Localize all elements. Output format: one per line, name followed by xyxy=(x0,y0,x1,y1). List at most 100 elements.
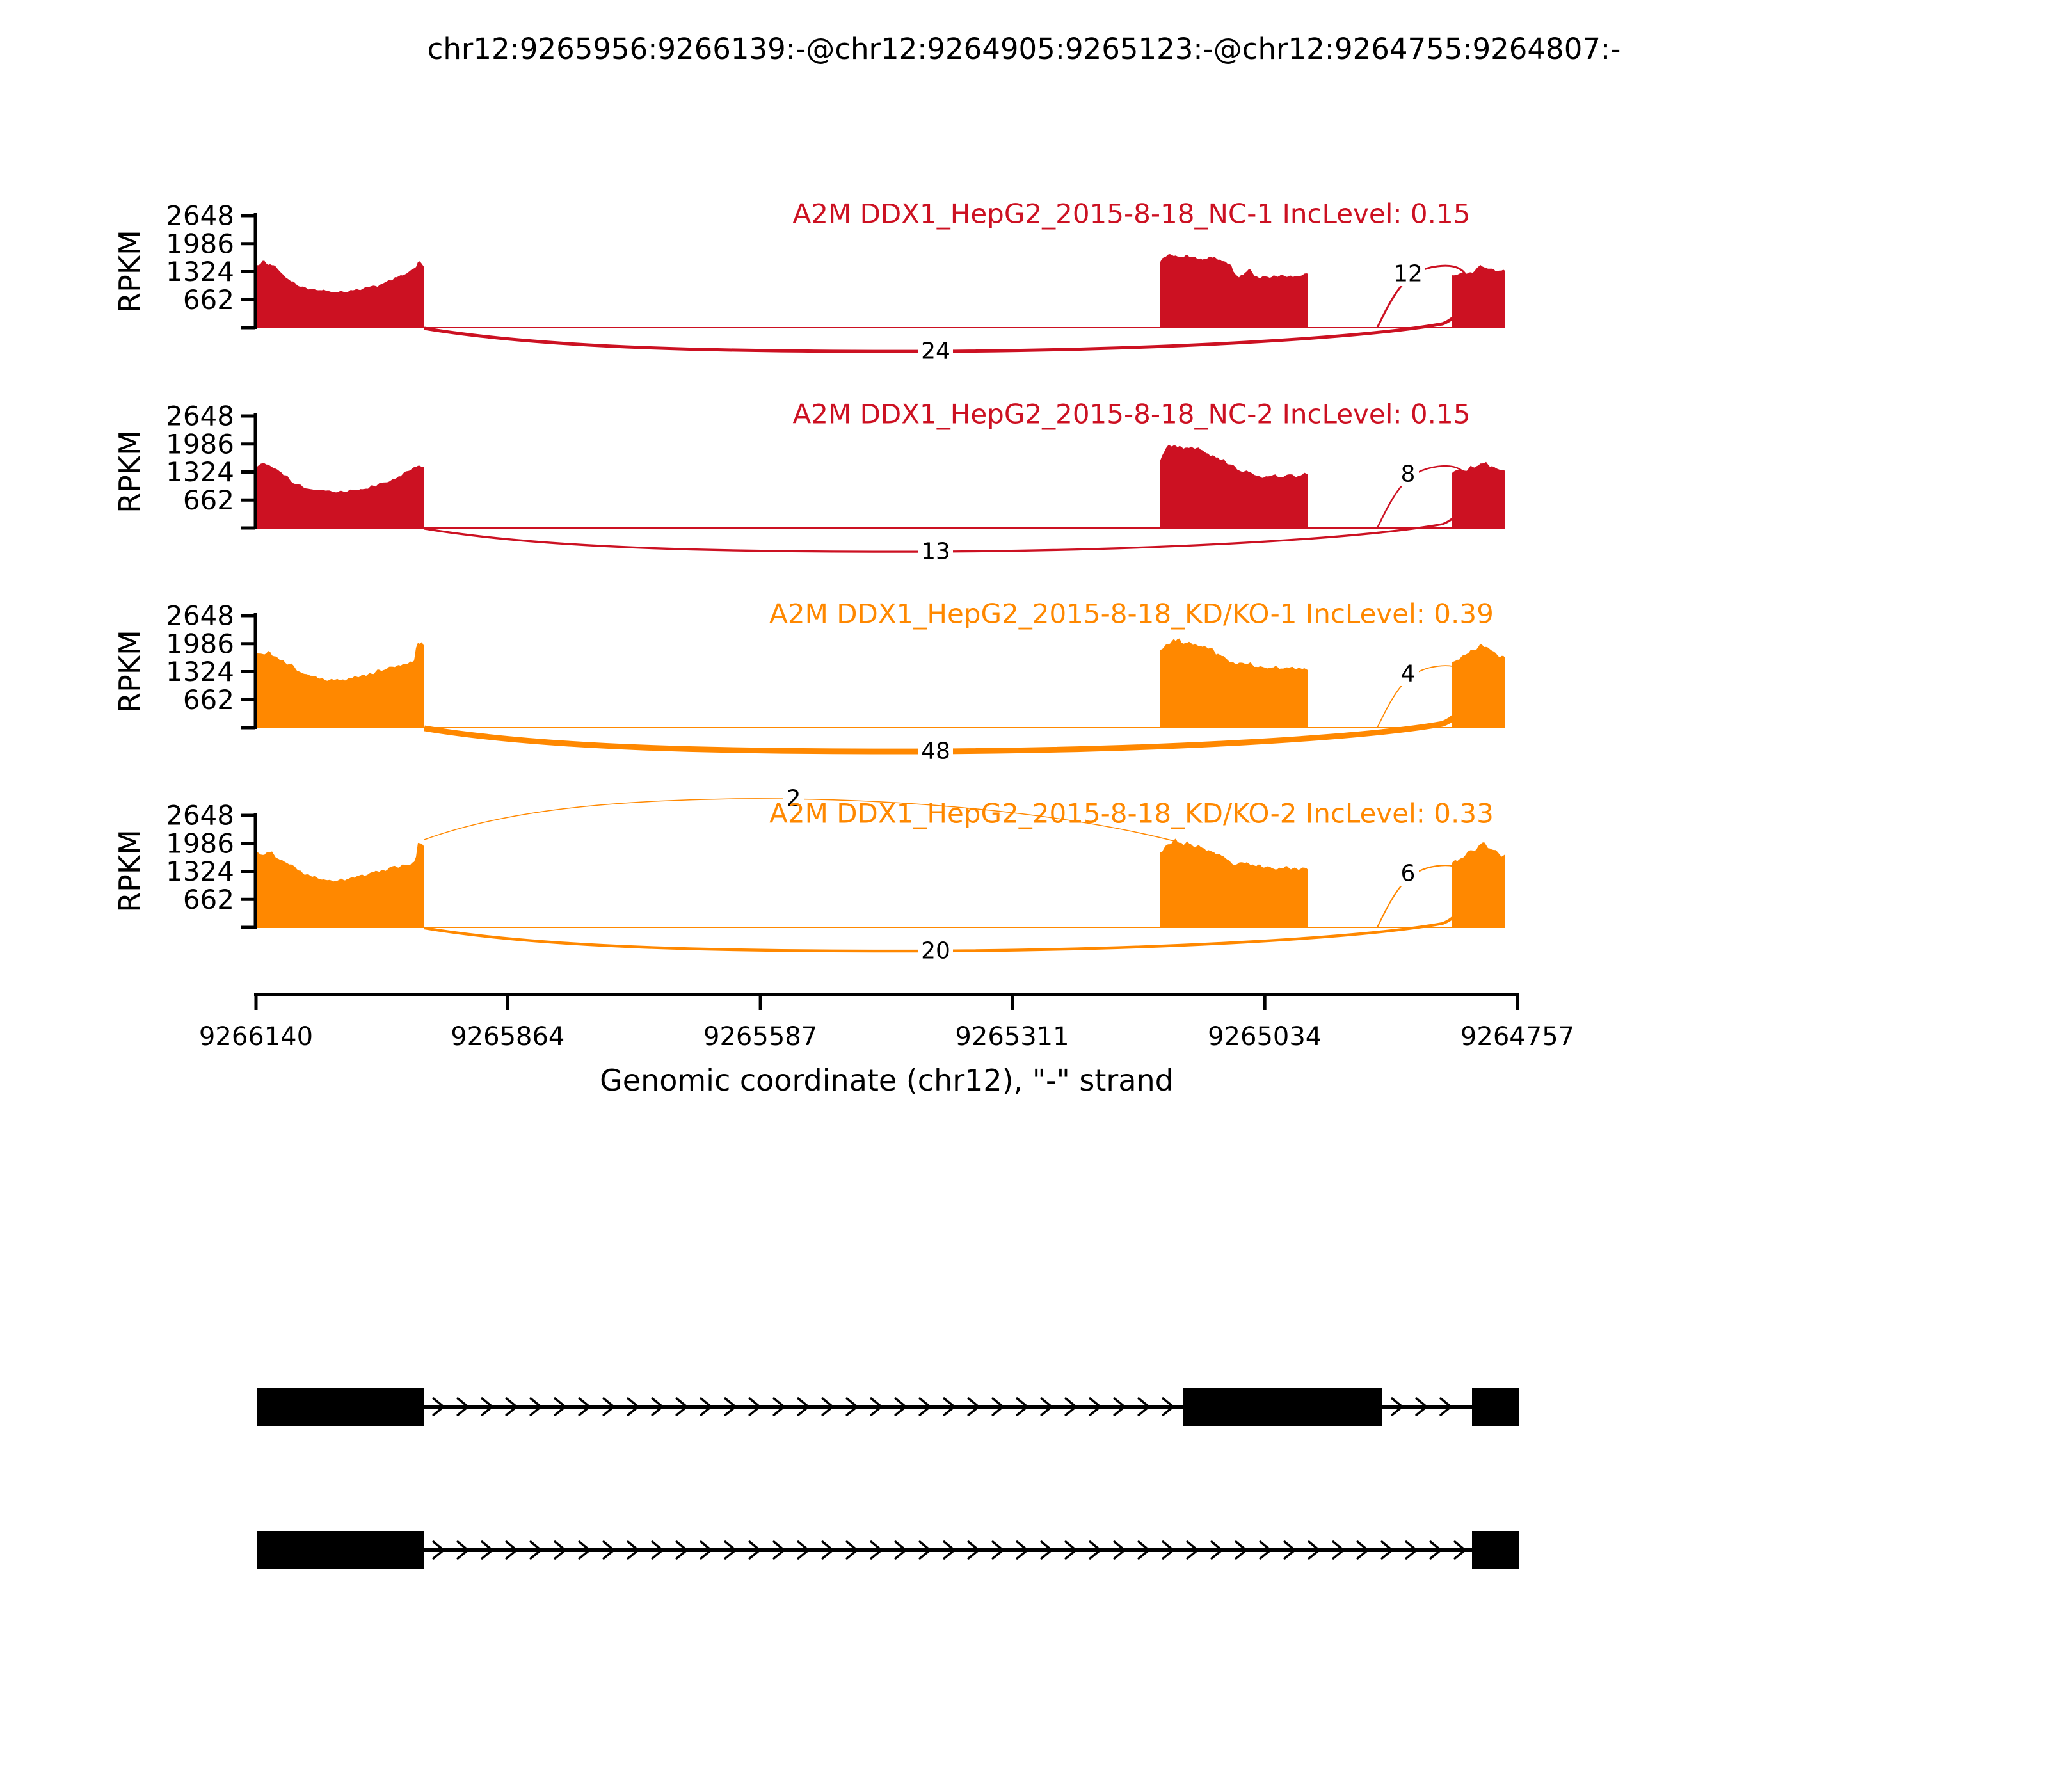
coverage-area-exon2 xyxy=(1160,838,1308,927)
coverage-area-exon3 xyxy=(1452,461,1505,528)
transcript-direction-chevron xyxy=(1040,1540,1054,1560)
transcript-direction-chevron xyxy=(943,1397,957,1416)
transcript-direction-chevron xyxy=(870,1397,884,1416)
transcript-row xyxy=(257,1531,1519,1569)
coverage-area-exon2 xyxy=(1160,638,1308,728)
transcript-direction-chevron xyxy=(627,1397,641,1416)
transcript-direction-chevron xyxy=(991,1397,1005,1416)
junction-arc-skip xyxy=(424,286,1468,353)
y-tick-label: 1986 xyxy=(166,428,234,460)
transcript-direction-chevron xyxy=(748,1540,762,1560)
transcript-direction-chevron xyxy=(772,1397,787,1416)
transcript-direction-chevron xyxy=(724,1397,738,1416)
coverage-area-exon1 xyxy=(257,842,424,927)
rpkm-axis-label: RPKM xyxy=(113,430,147,513)
transcript-direction-chevron xyxy=(797,1540,811,1560)
transcript-direction-chevron xyxy=(1308,1540,1322,1560)
transcript-direction-chevron xyxy=(1391,1397,1404,1416)
transcript-direction-chevron xyxy=(772,1540,787,1560)
junction-count-bg xyxy=(918,939,953,963)
transcript-direction-chevron xyxy=(456,1397,470,1416)
transcript-direction-chevron xyxy=(821,1397,835,1416)
junction-read-count: 20 xyxy=(921,938,950,964)
coverage-area-exon3 xyxy=(1452,264,1505,328)
transcript-direction-chevron xyxy=(675,1397,689,1416)
transcript-direction-chevron xyxy=(991,1540,1005,1560)
transcript-direction-chevron xyxy=(481,1540,495,1560)
transcript-exon-box xyxy=(1183,1388,1382,1426)
coverage-area-exon1 xyxy=(257,463,424,528)
transcript-direction-chevron xyxy=(1089,1540,1103,1560)
transcript-direction-chevron xyxy=(845,1397,860,1416)
transcript-direction-chevron xyxy=(602,1540,616,1560)
track-panel: 24 12 662 1324 1986 2648 RPKM A2M DDX1_H… xyxy=(113,198,1505,365)
transcript-exon-box xyxy=(257,1388,424,1426)
coverage-area-exon2 xyxy=(1160,445,1308,528)
transcript-direction-chevron xyxy=(505,1540,519,1560)
transcript-direction-chevron xyxy=(1356,1540,1370,1560)
x-tick-label: 9265587 xyxy=(703,1022,817,1052)
junction-read-count: 4 xyxy=(1401,661,1416,687)
transcript-direction-chevron xyxy=(1259,1540,1273,1560)
track-panel: 48 4 662 1324 1986 2648 RPKM A2M DDX1_He… xyxy=(113,598,1505,765)
y-tick-label: 1324 xyxy=(166,856,234,887)
track-label: A2M DDX1_HepG2_2015-8-18_KD/KO-2 IncLeve… xyxy=(769,798,1494,829)
transcript-direction-chevron xyxy=(456,1540,470,1560)
x-tick-label: 9265311 xyxy=(955,1022,1069,1052)
junction-read-count: 8 xyxy=(1401,461,1416,488)
y-tick-label: 662 xyxy=(183,284,234,316)
transcript-direction-chevron xyxy=(1064,1397,1078,1416)
transcript-direction-chevron xyxy=(1210,1540,1224,1560)
junction-read-count: 24 xyxy=(921,339,950,365)
transcript-direction-chevron xyxy=(1283,1540,1297,1560)
transcript-direction-chevron xyxy=(1137,1540,1151,1560)
junction-arc-inclusion-right xyxy=(1376,264,1470,328)
transcript-direction-chevron xyxy=(1453,1540,1468,1560)
transcript-direction-chevron xyxy=(651,1397,665,1416)
y-tick-label: 1986 xyxy=(166,228,234,259)
transcript-direction-chevron xyxy=(578,1397,592,1416)
junction-arc-skip xyxy=(424,686,1469,755)
y-tick-label: 2648 xyxy=(166,600,234,632)
transcript-direction-chevron xyxy=(651,1540,665,1560)
x-tick-label: 9266140 xyxy=(199,1022,313,1052)
transcript-direction-chevron xyxy=(1380,1540,1395,1560)
junction-count-bg xyxy=(783,787,804,811)
transcript-direction-chevron xyxy=(967,1397,981,1416)
x-tick-label: 9264757 xyxy=(1460,1022,1574,1052)
transcript-direction-chevron xyxy=(1089,1397,1103,1416)
transcript-direction-chevron xyxy=(748,1397,762,1416)
junction-read-count: 2 xyxy=(787,786,801,812)
transcript-direction-chevron xyxy=(627,1540,641,1560)
transcript-direction-chevron xyxy=(1016,1540,1030,1560)
junction-arc-inclusion-left xyxy=(424,798,1177,842)
y-tick-label: 1986 xyxy=(166,828,234,859)
y-tick-label: 1324 xyxy=(166,256,234,287)
junction-arc-skip xyxy=(424,486,1468,553)
transcript-direction-chevron xyxy=(1235,1540,1249,1560)
transcript-direction-chevron xyxy=(529,1397,543,1416)
coverage-area-exon3 xyxy=(1452,643,1505,728)
transcript-direction-chevron xyxy=(481,1397,495,1416)
transcript-direction-chevron xyxy=(1429,1540,1443,1560)
transcript-direction-chevron xyxy=(1137,1397,1151,1416)
coverage-area-exon3 xyxy=(1452,842,1505,927)
track-label: A2M DDX1_HepG2_2015-8-18_NC-1 IncLevel: … xyxy=(793,198,1471,230)
transcript-direction-chevron xyxy=(918,1540,932,1560)
transcript-direction-chevron xyxy=(554,1397,568,1416)
transcript-direction-chevron xyxy=(943,1540,957,1560)
transcript-direction-chevron xyxy=(505,1397,519,1416)
y-tick-label: 662 xyxy=(183,684,234,716)
junction-read-count: 13 xyxy=(921,539,950,565)
transcript-direction-chevron xyxy=(1040,1397,1054,1416)
coverage-area-exon1 xyxy=(257,642,424,728)
y-tick-label: 2648 xyxy=(166,800,234,831)
transcript-direction-chevron xyxy=(578,1540,592,1560)
transcript-direction-chevron xyxy=(1162,1397,1176,1416)
junction-count-bg xyxy=(1391,262,1425,286)
junction-read-count: 12 xyxy=(1393,261,1423,287)
transcript-direction-chevron xyxy=(1439,1397,1453,1416)
transcript-direction-chevron xyxy=(700,1397,714,1416)
transcript-direction-chevron xyxy=(1415,1397,1428,1416)
